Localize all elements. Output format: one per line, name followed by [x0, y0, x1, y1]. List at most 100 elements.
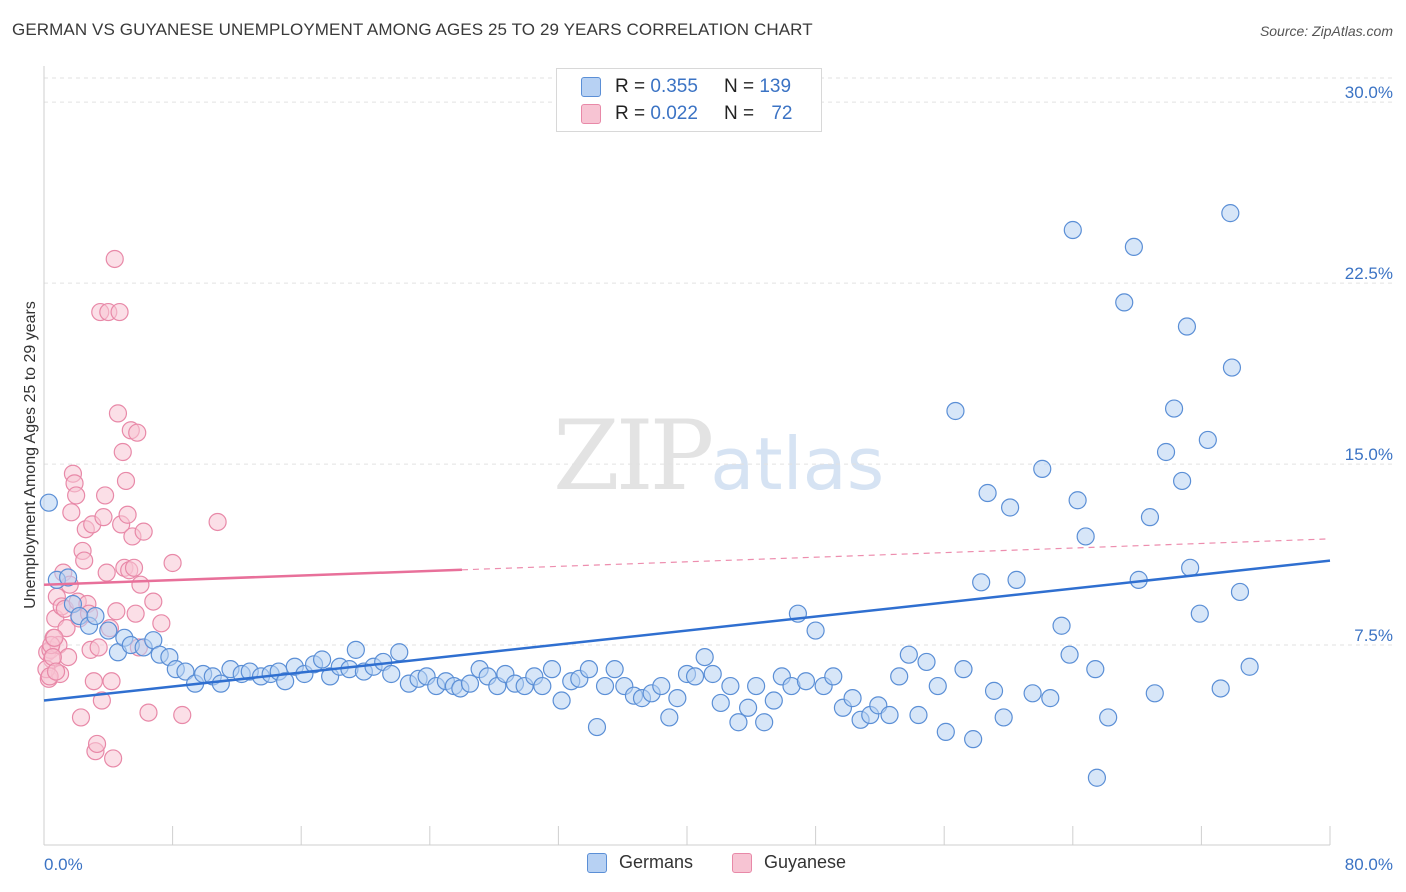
legend-n-label: N =: [723, 103, 755, 124]
guyanese-point: [107, 602, 126, 621]
guyanese-point: [134, 522, 153, 541]
german-point: [1177, 317, 1197, 336]
german-point: [595, 676, 615, 696]
german-point: [86, 606, 105, 626]
germans-legend-swatch: [587, 852, 607, 873]
german-point: [994, 708, 1013, 727]
x-tick-label: 80.0%: [1345, 855, 1393, 874]
german-point: [1007, 570, 1026, 589]
chart-title: GERMAN VS GUYANESE UNEMPLOYMENT AMONG AG…: [12, 20, 813, 39]
guyanese-trend-extension: [461, 538, 1331, 571]
german-point: [276, 672, 295, 691]
german-point: [346, 640, 365, 659]
source-label: Source: ZipAtlas.com: [1259, 23, 1393, 39]
guyanese-point: [46, 662, 66, 681]
guyanese-point: [118, 505, 137, 524]
guyanese-trend-line: [43, 568, 462, 586]
german-point: [1052, 616, 1071, 635]
guyanese-point: [152, 614, 171, 633]
guyanese-point: [87, 734, 107, 754]
german-point: [1068, 491, 1087, 510]
guyanese-point: [163, 553, 182, 573]
german-point: [312, 650, 332, 669]
german-point: [755, 713, 774, 732]
german-point: [211, 674, 230, 693]
guyanese-point: [71, 708, 91, 727]
german-point: [533, 676, 552, 696]
guyanese-point: [110, 302, 129, 322]
german-point: [703, 664, 722, 684]
german-point: [579, 660, 599, 679]
german-point: [1063, 220, 1082, 240]
german-point: [1041, 689, 1060, 708]
guyanese-point: [57, 619, 76, 638]
german-point: [978, 483, 997, 503]
x-tick-label: 0.0%: [44, 855, 83, 874]
german-point: [917, 652, 936, 672]
german-point: [605, 660, 624, 679]
guyanese-point: [95, 486, 115, 505]
y-tick-label: 22.5%: [1345, 264, 1393, 283]
german-point: [747, 676, 766, 696]
guyanese-point: [92, 691, 111, 710]
germans-legend-label: Germans: [619, 852, 694, 872]
guyanese-swatch: [581, 104, 601, 124]
guyanese-point: [97, 563, 116, 582]
german-point: [1198, 430, 1217, 450]
german-point: [1211, 679, 1230, 698]
guyanese-point: [62, 503, 81, 522]
german-point: [1115, 293, 1134, 312]
guyanese-point: [94, 508, 113, 527]
german-point: [1221, 204, 1240, 223]
german-point: [382, 664, 401, 684]
guyanese-point: [139, 703, 158, 722]
german-point: [460, 674, 480, 693]
german-point: [1086, 660, 1105, 679]
guyanese-n-value: 72: [771, 103, 793, 124]
german-point: [806, 621, 825, 640]
guyanese-point: [75, 551, 94, 570]
german-point: [729, 713, 748, 732]
german-point: [764, 691, 783, 710]
german-point: [824, 667, 843, 686]
guyanese-point: [116, 471, 136, 491]
german-point: [587, 717, 607, 737]
german-point: [880, 705, 899, 725]
german-point: [964, 730, 983, 749]
german-point: [936, 722, 955, 741]
german-point: [1124, 237, 1143, 257]
german-point: [890, 667, 909, 686]
y-tick-label: 7.5%: [1354, 626, 1393, 645]
guyanese-r-value: 0.022: [650, 103, 698, 124]
german-point: [1181, 558, 1200, 577]
legend-n-label: N =: [723, 76, 755, 97]
german-point: [909, 705, 928, 725]
german-point: [542, 660, 562, 679]
german-point: [660, 708, 679, 727]
germans-swatch: [581, 77, 601, 97]
german-point: [972, 573, 991, 592]
y-tick-label: 30.0%: [1345, 83, 1393, 102]
guyanese-point: [126, 604, 145, 623]
german-point: [685, 667, 705, 686]
guyanese-legend-swatch: [732, 852, 752, 873]
guyanese-point: [113, 442, 132, 462]
german-point: [1164, 399, 1184, 418]
german-point: [738, 698, 758, 717]
german-point: [946, 401, 965, 421]
guyanese-point: [104, 749, 123, 768]
german-point: [1001, 498, 1020, 517]
guyanese-point: [208, 512, 227, 532]
german-point: [1190, 604, 1209, 623]
guyanese-point: [124, 558, 144, 577]
german-point: [1087, 768, 1107, 787]
german-point: [843, 689, 862, 708]
guyanese-point: [102, 672, 121, 691]
y-tick-label: 15.0%: [1345, 445, 1393, 464]
guyanese-point: [84, 672, 103, 691]
guyanese-legend-label: Guyanese: [764, 852, 847, 872]
legend-r-label: R =: [615, 76, 646, 97]
german-point: [1023, 684, 1042, 703]
german-point: [1076, 527, 1095, 546]
